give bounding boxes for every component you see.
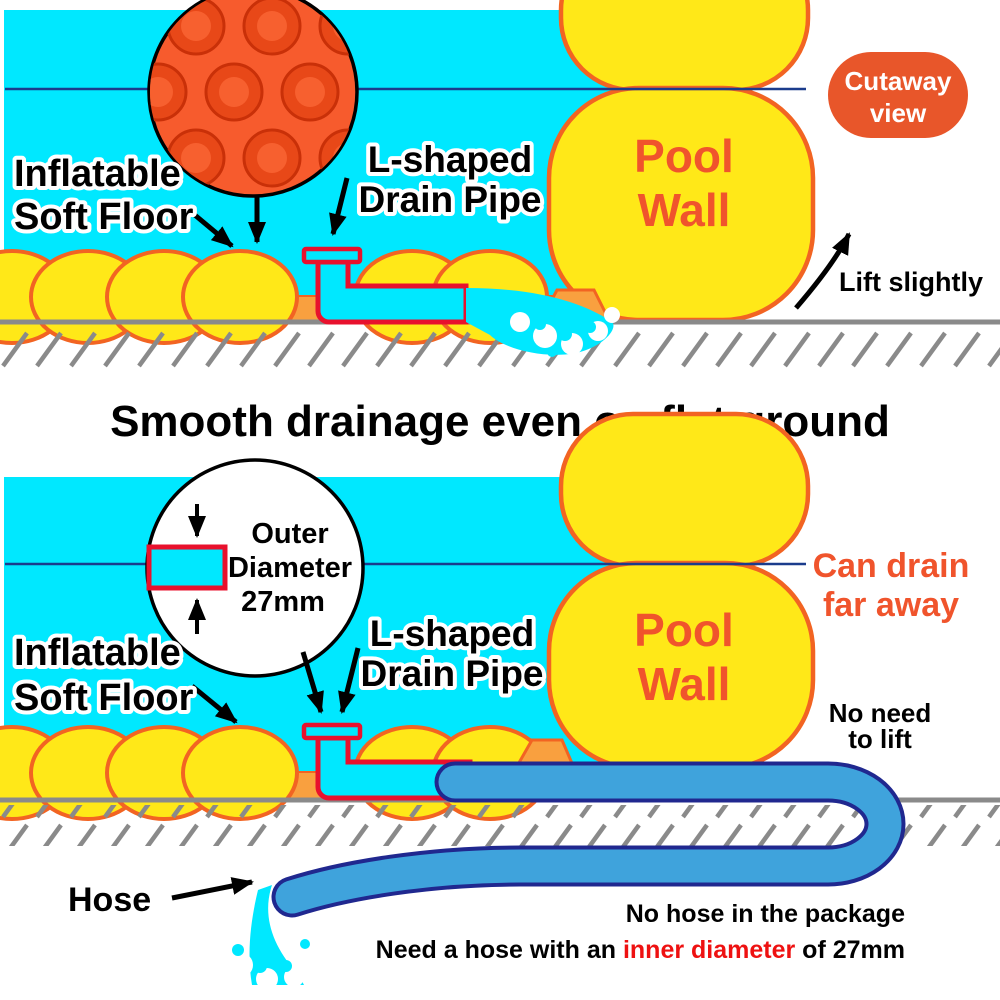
diameter-callout: Outer Diameter 27mm	[145, 458, 365, 678]
pool-wall-top-ring	[558, 411, 811, 569]
cutaway-badge: Cutaway view	[828, 52, 968, 138]
badge-text: view	[870, 98, 927, 128]
foam-bubble	[558, 327, 572, 341]
hose-spray	[211, 885, 319, 990]
label-to-floor-arrow	[188, 209, 234, 248]
drain-hose[interactable]	[271, 761, 906, 918]
badge-text: Cutaway	[845, 66, 952, 96]
drain-pipe-flange	[301, 246, 363, 265]
drain-pipe-label: L-shaped	[368, 139, 532, 180]
note-prefix: Need a hose with an	[376, 936, 623, 964]
can-drain-label: far away	[823, 586, 959, 624]
foam	[256, 968, 278, 990]
badge-pill	[828, 52, 968, 138]
top-panel-cutaway: Inflatable Soft Floor L-shaped Drain Pip…	[0, 0, 1000, 368]
label-to-pipe-arrow	[338, 647, 361, 714]
foam	[510, 312, 530, 332]
hose-label: Hose	[68, 881, 151, 919]
diameter-text: Diameter	[228, 552, 352, 584]
lift-slightly-label: Lift slightly	[839, 267, 983, 297]
foam-bubble	[253, 959, 267, 973]
drain-pipe-body	[315, 259, 469, 325]
inflatable-floor-label: Inflatable	[14, 632, 181, 674]
drain-pipe-body	[315, 735, 473, 801]
foam-bubble	[534, 318, 546, 330]
diameter-text: Outer	[251, 518, 328, 550]
hose-tube	[275, 765, 902, 914]
note-inner-diameter: inner diameter	[623, 936, 796, 964]
ground-hatching	[0, 805, 1000, 846]
lift-arrow	[794, 232, 852, 310]
pool-wall-label: Pool	[634, 604, 734, 656]
foam-bubble	[232, 944, 244, 956]
pool-wall-label: Wall	[638, 658, 731, 710]
foam	[284, 967, 304, 987]
drain-pipe-label: Drain Pipe	[361, 653, 544, 694]
inflatable-floor-label: Soft Floor	[14, 196, 194, 238]
note-suffix: of 27mm	[795, 936, 905, 964]
diameter-text: 27mm	[241, 586, 325, 618]
drain-pipe	[301, 722, 473, 801]
no-need-label: to lift	[848, 724, 912, 754]
pool-wall-label: Pool	[634, 130, 734, 182]
pool-wall-top-ring	[558, 0, 811, 93]
drain-pipe	[301, 246, 469, 325]
foam	[533, 324, 557, 348]
foam	[604, 307, 620, 323]
drain-pipe-label: L-shaped	[370, 613, 534, 654]
label-to-pipe-arrow	[329, 177, 350, 236]
hose-label-arrow	[171, 877, 254, 901]
label-to-floor-arrow	[190, 684, 238, 724]
pool-wall	[546, 0, 816, 323]
inflatable-floor-label: Soft Floor	[14, 677, 194, 719]
can-drain-label: Can drain	[813, 547, 970, 585]
foam	[229, 953, 253, 977]
note-no-hose: No hose in the package	[626, 900, 905, 928]
callout-to-pipe-arrow	[300, 651, 324, 714]
foam-bubble	[584, 321, 596, 333]
foam	[301, 949, 319, 967]
pool-wall	[546, 411, 816, 771]
foam-bubble	[547, 347, 557, 357]
pipe-cross-section	[146, 544, 228, 591]
drain-pipe-flange	[301, 722, 363, 741]
water-stream	[466, 288, 620, 357]
pool-wall-label: Wall	[638, 184, 731, 236]
inflatable-floor-label: Inflatable	[14, 153, 181, 195]
note-need-hose: Need a hose with an inner diameter of 27…	[376, 936, 905, 964]
no-need-label: No need	[829, 698, 932, 728]
foam-bubble	[280, 960, 292, 972]
drain-pipe-label: Drain Pipe	[359, 179, 542, 220]
bottom-panel-cutaway: Outer Diameter 27mm Inflatable Soft Floo…	[0, 411, 1000, 990]
foam	[211, 933, 233, 955]
foam-bubble	[300, 939, 310, 949]
